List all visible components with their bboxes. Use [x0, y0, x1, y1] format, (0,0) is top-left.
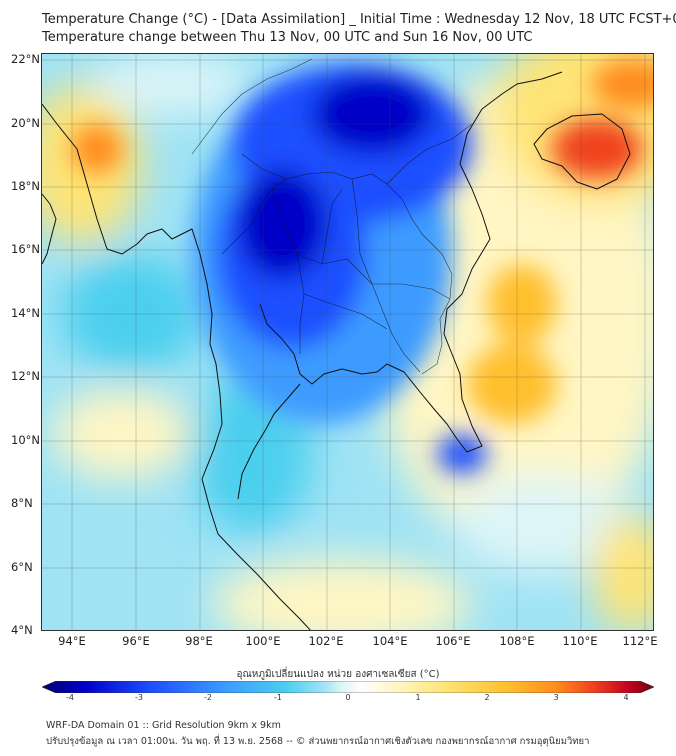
lon-label-106e: 106°E [435, 634, 471, 648]
colorbar-tick-label: 1 [415, 693, 421, 702]
lon-label-96e: 96°E [122, 634, 150, 648]
lon-label-100e: 100°E [245, 634, 281, 648]
graticule [42, 54, 653, 630]
lat-label-8n: 8°N [11, 496, 33, 510]
lon-label-112e: 112°E [622, 634, 658, 648]
footer-model-info: WRF-DA Domain 01 :: Grid Resolution 9km … [46, 720, 281, 731]
colorbar-tick-label: 0 [345, 693, 351, 702]
lat-label-22n: 22°N [11, 52, 40, 66]
lat-label-14n: 14°N [11, 306, 40, 320]
lat-label-16n: 16°N [11, 242, 40, 256]
lat-label-18n: 18°N [11, 179, 40, 193]
coastlines [42, 71, 631, 630]
lon-label-98e: 98°E [185, 634, 213, 648]
lat-label-20n: 20°N [11, 116, 40, 130]
temperature-change-map [41, 53, 654, 631]
colorbar-tick-label: -3 [135, 693, 143, 702]
lon-label-104e: 104°E [372, 634, 408, 648]
lat-label-4n: 4°N [11, 623, 33, 637]
lon-label-102e: 102°E [308, 634, 344, 648]
colorbar [42, 681, 654, 693]
title-line-2: Temperature change between Thu 13 Nov, 0… [42, 30, 533, 45]
lon-label-94e: 94°E [58, 634, 86, 648]
lat-label-12n: 12°N [11, 369, 40, 383]
colorbar-tick-label: 3 [553, 693, 559, 702]
colorbar-ramp [42, 681, 654, 693]
temperature-field-detail [72, 59, 653, 474]
lat-label-10n: 10°N [11, 433, 40, 447]
lat-label-6n: 6°N [11, 560, 33, 574]
borders [191, 58, 473, 375]
colorbar-tick-label: 2 [484, 693, 490, 702]
footer-credit: ปรับปรุงข้อมูล ณ เวลา 01:00น. วัน พฤ. ที… [46, 736, 590, 747]
map-canvas [42, 54, 653, 630]
colorbar-tick-label: -2 [204, 693, 212, 702]
colorbar-tick-label: -1 [274, 693, 282, 702]
hainan-island [533, 113, 631, 190]
colorbar-title: อุณหภูมิเปลี่ยนแปลง หน่วย องศาเซลเซียส (… [236, 669, 440, 680]
lon-label-108e: 108°E [499, 634, 535, 648]
colorbar-tick-label: 4 [623, 693, 629, 702]
title-line-1: Temperature Change (°C) - [Data Assimila… [42, 12, 676, 27]
colorbar-tick-label: -4 [66, 693, 74, 702]
lon-label-110e: 110°E [562, 634, 598, 648]
